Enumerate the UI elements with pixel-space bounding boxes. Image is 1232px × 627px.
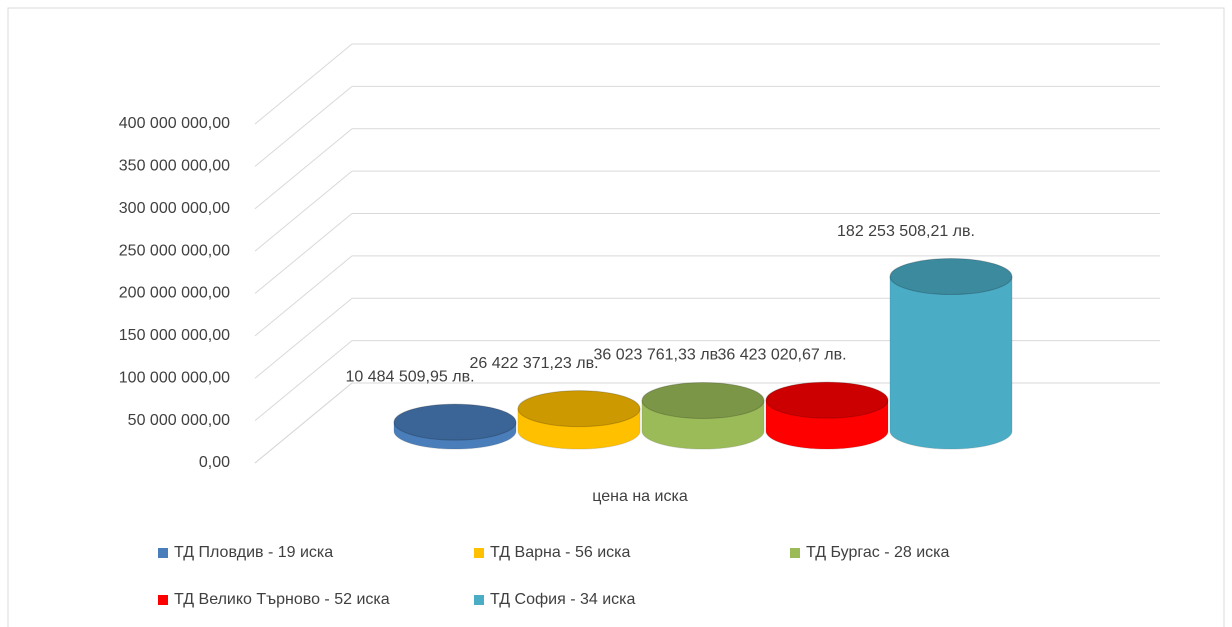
- data-label: 182 253 508,21 лв.: [837, 223, 975, 240]
- y-tick-label: 100 000 000,00: [119, 369, 230, 386]
- y-tick-label: 150 000 000,00: [119, 327, 230, 344]
- grid-line: [254, 340, 353, 422]
- grid-line: [254, 255, 353, 337]
- y-tick-label: 400 000 000,00: [119, 115, 230, 132]
- legend-swatch: [790, 548, 800, 558]
- y-tick-label: 0,00: [199, 454, 230, 471]
- grid-line: [254, 43, 353, 125]
- data-label: 10 484 509,95 лв.: [345, 368, 474, 385]
- grid-line: [254, 128, 353, 210]
- bar-shade: [890, 276, 1012, 449]
- legend-label: ТД Велико Търново - 52 иска: [174, 591, 390, 608]
- legend-label: ТД София - 34 иска: [490, 591, 635, 608]
- data-label: 36 423 020,67 лв.: [717, 346, 846, 363]
- grid-line: [254, 213, 353, 294]
- legend-label: ТД Бургас - 28 иска: [806, 544, 950, 561]
- bar-top: [889, 258, 1013, 296]
- grid-line: [254, 297, 353, 379]
- grid-line: [254, 170, 353, 252]
- y-tick-label: 300 000 000,00: [119, 200, 230, 217]
- bar-top: [641, 381, 765, 419]
- legend-swatch: [474, 548, 484, 558]
- legend-swatch: [158, 548, 168, 558]
- data-label: 26 422 371,23 лв.: [469, 355, 598, 372]
- legend-swatch: [474, 595, 484, 605]
- y-tick-label: 200 000 000,00: [119, 285, 230, 302]
- bar-top: [393, 403, 517, 441]
- legend-label: ТД Варна - 56 иска: [490, 544, 630, 561]
- y-tick-label: 250 000 000,00: [119, 242, 230, 259]
- x-category-label: цена на иска: [592, 488, 688, 505]
- chart-border: [7, 7, 1225, 627]
- bar-top: [517, 390, 641, 428]
- grid-line: [254, 85, 353, 167]
- legend-swatch: [158, 595, 168, 605]
- data-label: 36 023 761,33 лв.: [593, 347, 722, 364]
- floor-edge: [254, 382, 353, 464]
- y-tick-label: 350 000 000,00: [119, 158, 230, 175]
- bar-top: [765, 381, 889, 419]
- y-tick-label: 50 000 000,00: [128, 412, 230, 429]
- legend-label: ТД Пловдив - 19 иска: [174, 544, 333, 561]
